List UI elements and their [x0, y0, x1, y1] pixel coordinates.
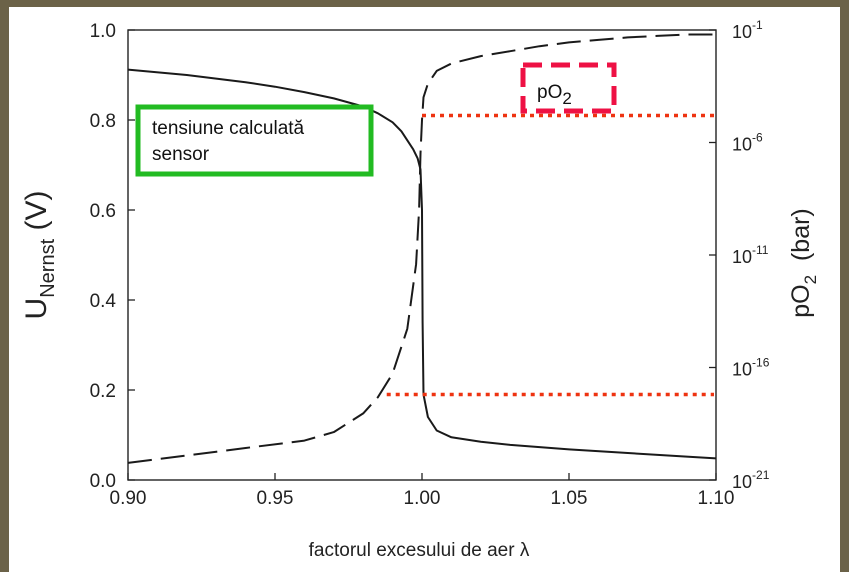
- y2-axis-title: pO2 (bar): [787, 208, 820, 318]
- po2-annotation-label: pO2: [537, 82, 572, 108]
- y2-tick-label: 10-11: [732, 243, 769, 267]
- po2-series-line: [127, 33, 716, 464]
- x-tick-label: 1.10: [698, 488, 735, 509]
- y-tick-label: 0.8: [90, 111, 116, 132]
- x-axis-title: factorul excesului de aer λ: [309, 540, 530, 561]
- y2-axis-title-main: pO: [787, 284, 815, 317]
- y2-tick-label: 10-16: [732, 356, 770, 380]
- y-axis-title: UNernst (V): [20, 191, 59, 320]
- y2-tick-label: 10-1: [732, 18, 763, 42]
- reference-lines-layer: [386, 113, 714, 397]
- sensor-annotation-line1: tensiune calculată: [152, 118, 305, 139]
- po2-annotation-box: [520, 62, 617, 114]
- y-tick-label: 0.0: [90, 471, 116, 492]
- y2-tick-label: 10-6: [732, 131, 763, 155]
- y-axis-title-main: U: [20, 298, 53, 320]
- y-tick-label: 0.2: [90, 381, 116, 402]
- y-axis-title-unit: (V): [20, 191, 53, 239]
- nernst-chart: 0.90 0.95 1.00 1.05 1.10 0.0 0.2 0.4 0.6 0.8 1.0 10…: [20, 18, 820, 561]
- y2-tick-label: 10-21: [732, 468, 770, 492]
- y-axis-title-sub: Nernst: [37, 238, 59, 297]
- voltage-series-line: [127, 68, 717, 460]
- y2-axis-title-unit: (bar): [787, 208, 815, 275]
- sensor-annotation-box: [135, 104, 374, 177]
- y-tick-label: 0.6: [90, 201, 116, 222]
- x-tick-label: 1.05: [551, 488, 588, 509]
- ticks-layer: 0.90 0.95 1.00 1.05 1.10 0.0 0.2 0.4 0.6 0.8 1.0 10…: [90, 18, 770, 509]
- series-layer: [127, 33, 717, 464]
- x-tick-label: 0.95: [257, 488, 294, 509]
- x-tick-label: 0.90: [110, 488, 147, 509]
- y-tick-label: 0.4: [90, 291, 117, 312]
- y-tick-label: 1.0: [90, 21, 116, 42]
- sensor-annotation-line2: sensor: [152, 144, 210, 165]
- po2-annotation-main: pO: [537, 82, 562, 103]
- x-tick-label: 1.00: [404, 488, 441, 509]
- chart-frame: 0.90 0.95 1.00 1.05 1.10 0.0 0.2 0.4 0.6 0.8 1.0 10…: [9, 7, 840, 572]
- y2-axis-title-sub: 2: [801, 275, 820, 284]
- po2-annotation-sub: 2: [562, 89, 571, 108]
